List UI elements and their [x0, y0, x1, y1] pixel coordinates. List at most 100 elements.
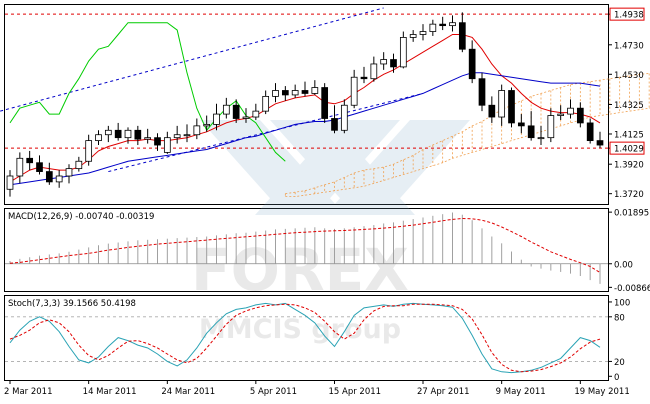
candle-body [547, 115, 555, 139]
candle-body [193, 125, 201, 136]
price-tick-label: 1.3720 [614, 190, 644, 200]
candle-body [527, 125, 535, 139]
cloud-span-b [285, 107, 650, 198]
candle-body [85, 140, 93, 162]
macd-title: MACD(12,26,9) -0.00740 -0.00319 [8, 212, 154, 222]
stoch-main-line [9, 302, 601, 374]
stoch-panel-frame [4, 295, 609, 381]
time-tick-label: 27 Apr 2011 [417, 387, 470, 397]
watermark-brand: FOREX [191, 236, 409, 304]
price-axis: 1.4938 1.4730 1.4530 1.4325 1.4125 1.4029 1.39… [608, 7, 645, 200]
candle-body [468, 48, 476, 80]
candle-body [26, 157, 34, 164]
time-tick-label: 19 May 2011 [574, 387, 629, 397]
candle-body [409, 34, 417, 38]
candle-body [16, 157, 24, 177]
candle-body [596, 140, 604, 146]
candle-body [55, 175, 63, 183]
candle-body [104, 129, 112, 136]
price-tick-label: 1.4125 [614, 130, 644, 140]
candle-body [173, 134, 181, 139]
stoch-axis: 100 80 20 0 [608, 298, 630, 383]
candlesticks [6, 12, 604, 197]
candle-body [508, 90, 515, 124]
stoch-tick-label: 0 [614, 373, 619, 383]
stoch-lines [9, 302, 601, 374]
candle-body [478, 78, 486, 106]
time-tick-label: 2 Mar 2011 [4, 387, 52, 397]
candle-body [586, 122, 594, 142]
watermark-stripe-4 [325, 120, 470, 215]
candle-body [537, 137, 545, 140]
candle-body [262, 95, 270, 112]
candle-body [65, 168, 73, 177]
candle-body [380, 59, 388, 65]
price-level-lines [5, 13, 608, 149]
macd-signal-line [9, 217, 601, 273]
candle-body [144, 137, 152, 140]
trend-line [0, 7, 384, 112]
candle-body [272, 90, 279, 97]
macd-histogram [5, 212, 608, 284]
price-tag-label: 1.4938 [614, 11, 644, 21]
indicator-line [9, 72, 601, 186]
trend-line [108, 92, 424, 173]
candle-body [458, 22, 466, 50]
stoch-tick-label: 100 [614, 298, 630, 308]
watermark-stripe-3 [255, 120, 400, 215]
candle-body [488, 104, 496, 118]
candle-body [498, 90, 506, 118]
candle-body [360, 76, 368, 80]
stoch-tick-label: 80 [614, 313, 625, 323]
candle-body [95, 134, 102, 142]
candle-body [399, 37, 407, 68]
candle-body [281, 90, 289, 96]
watermark-stripe-2 [270, 120, 415, 215]
price-tick-label: 1.4325 [614, 101, 644, 111]
stoch-tick-label: 20 [614, 358, 625, 368]
macd-axis: 0.01895 0.00 -0.00866 [608, 209, 650, 294]
candle-body [449, 22, 456, 27]
trend-lines [0, 7, 424, 173]
candle-body [321, 87, 329, 119]
price-tick-label: 1.4730 [614, 41, 644, 51]
candle-body [203, 124, 211, 127]
time-axis: 2 Mar 2011 14 Mar 2011 24 Mar 2011 5 Apr 20… [4, 380, 630, 397]
candle-body [557, 113, 565, 116]
time-tick-label: 9 May 2011 [496, 387, 546, 397]
candle-body [222, 104, 230, 115]
candle-body [567, 107, 574, 115]
candle-body [134, 129, 142, 140]
candle-body [439, 23, 447, 27]
macd-tick-label: 0.00 [614, 260, 633, 270]
candle-body [419, 31, 427, 35]
candle-body [311, 87, 319, 94]
time-tick-label: 14 Mar 2011 [83, 387, 137, 397]
candle-body [114, 129, 122, 139]
candle-body [340, 104, 348, 131]
candle-body [154, 137, 161, 146]
macd-panel-frame [4, 208, 609, 292]
candle-body [183, 134, 191, 137]
candle-body [517, 122, 525, 127]
candle-body [242, 116, 250, 119]
candle-body [124, 129, 132, 139]
candle-body [370, 63, 378, 80]
candle-body [75, 160, 83, 170]
price-tick-label: 1.3920 [614, 161, 644, 171]
time-tick-label: 24 Mar 2011 [161, 387, 215, 397]
candle-body [331, 118, 338, 131]
candle-body [576, 107, 584, 124]
watermark-logo: FOREX MMCIS group [191, 120, 470, 345]
time-tick-label: 15 Apr 2011 [329, 387, 382, 397]
macd-tick-label: -0.00866 [614, 284, 650, 294]
price-tag-box [609, 141, 645, 155]
candle-body [252, 110, 260, 118]
candle-body [301, 90, 309, 94]
watermark-sub: MMCIS group [199, 314, 401, 345]
candle-body [163, 137, 171, 153]
candle-body [390, 59, 397, 68]
